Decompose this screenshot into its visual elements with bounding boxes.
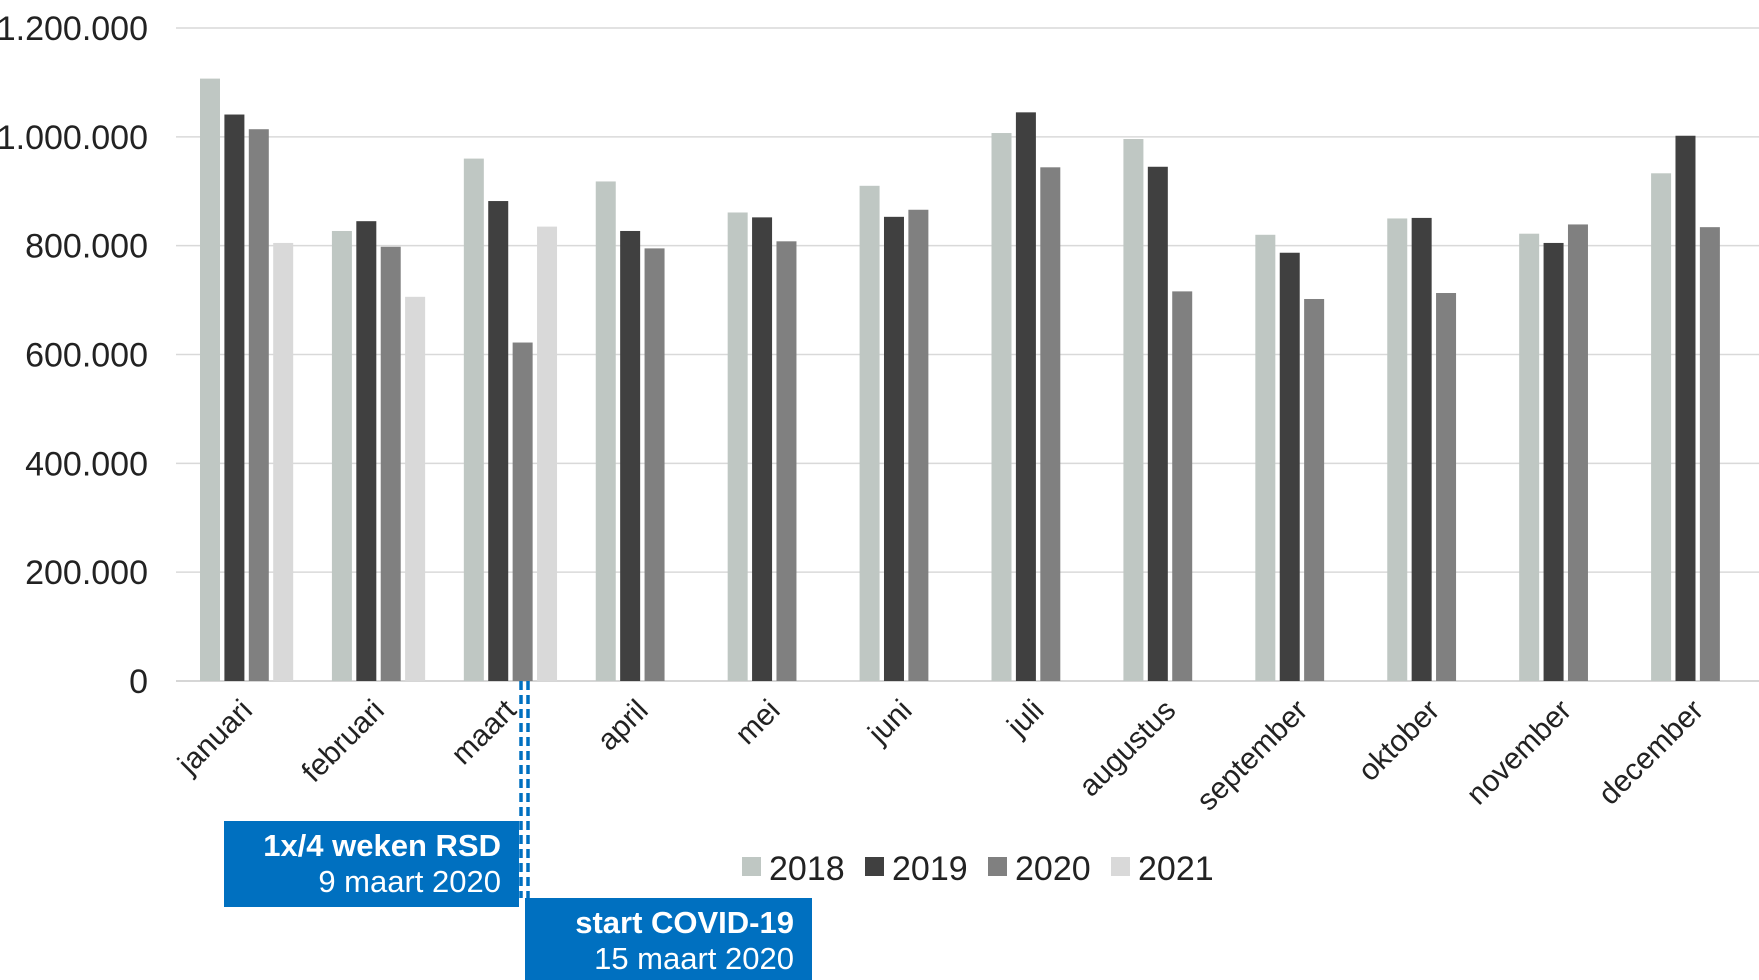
bars [200,78,1720,682]
bar-2019-januari [224,114,245,681]
y-axis: 0 200.000 400.000 600.000 800.000 1.000.000 1.… [0,10,148,701]
bar-2020-november [1567,224,1588,682]
bar-2020-maart [512,342,533,681]
x-tick-label: februari [296,694,391,789]
x-tick-label: september [1191,694,1315,818]
event-markers [519,681,530,898]
bar-2018-januari [200,78,220,682]
bar-2021-januari [273,242,294,681]
bar-2018-juni [859,185,880,681]
bar-2019-november [1543,242,1564,681]
legend-label-2020: 2020 [1015,850,1091,888]
x-axis: januari februari maart april mei juni juli augu… [171,693,1710,817]
bar-2020-januari [248,129,269,682]
bar-2018-februari [331,230,352,681]
annotation-covid-title: start COVID-19 [575,905,794,940]
bar-2018-juli [991,133,1012,681]
bar-2019-juni [883,216,904,681]
bar-2020-juni [908,209,929,682]
y-tick-label: 0 [129,663,148,701]
legend-swatch-2020 [988,857,1007,876]
x-tick-label: juli [1000,694,1050,744]
legend-label-2018: 2018 [769,850,845,888]
x-tick-label: maart [445,693,523,771]
bar-2018-mei [727,212,748,681]
y-tick-label: 1.000.000 [0,119,148,157]
bar-2018-maart [463,158,484,682]
bar-2019-oktober [1411,217,1432,681]
x-tick-label: november [1460,694,1578,812]
bar-2019-februari [356,221,377,681]
y-tick-label: 400.000 [25,445,148,483]
y-tick-label: 800.000 [25,228,148,266]
bar-2020-juli [1040,167,1061,682]
gridlines [176,27,1759,682]
bar-2020-februari [380,246,401,681]
bar-2019-augustus [1147,166,1168,681]
annotation-covid-date: 15 maart 2020 [594,941,794,976]
bar-2018-april [595,181,616,681]
bar-2019-december [1675,135,1696,681]
bar-2019-mei [752,217,773,681]
bar-2021-maart [537,226,558,681]
legend-swatch-2019 [865,857,884,876]
bar-2018-augustus [1123,139,1144,681]
y-tick-label: 600.000 [25,337,148,375]
x-tick-label: juni [861,694,918,751]
annotation-covid: start COVID-19 15 maart 2020 [525,898,812,980]
bar-2020-september [1304,298,1325,681]
bar-2018-september [1255,234,1276,682]
legend-swatch-2021 [1111,857,1130,876]
bar-2020-december [1699,227,1720,682]
bar-2019-april [620,230,641,681]
bar-2019-juli [1015,112,1036,682]
bar-2020-augustus [1172,291,1193,681]
bar-2020-oktober [1436,293,1457,681]
bar-2021-februari [405,296,426,681]
legend-label-2019: 2019 [892,850,968,888]
annotation-rsd: 1x/4 weken RSD 9 maart 2020 [224,821,519,907]
bar-2018-november [1519,233,1540,681]
x-tick-label: januari [171,694,259,782]
legend-swatch-2018 [742,857,761,876]
x-tick-label: mei [729,694,787,752]
bar-2020-mei [776,241,797,681]
legend: 2018 2019 2020 2021 [742,850,1214,888]
bar-2019-maart [488,201,509,682]
x-tick-label: oktober [1352,694,1446,788]
annotation-rsd-title: 1x/4 weken RSD [263,828,501,863]
x-tick-label: april [591,694,654,757]
bar-2019-september [1279,252,1300,681]
bar-2018-oktober [1387,218,1408,682]
annotation-rsd-date: 9 maart 2020 [318,864,501,899]
bar-2018-december [1651,173,1672,682]
legend-label-2021: 2021 [1138,850,1214,888]
bar-2020-april [644,248,665,681]
x-tick-label: augustus [1073,694,1182,803]
x-tick-label: december [1592,694,1710,812]
y-tick-label: 1.200.000 [0,10,148,48]
y-tick-label: 200.000 [25,554,148,592]
